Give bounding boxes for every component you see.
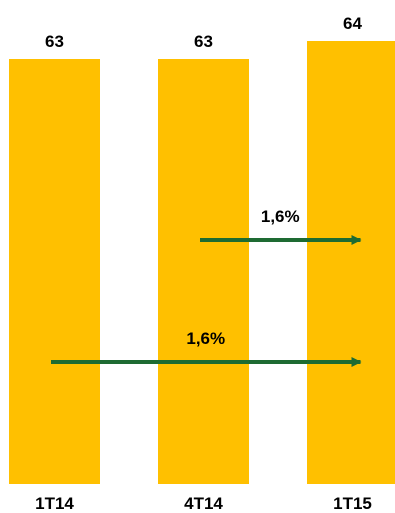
labels-layer: 63 1T14 63 4T14 64 1T15	[35, 14, 372, 513]
value-label-4T14: 63	[194, 32, 213, 51]
growth-label-4T14-1T15: 1,6%	[261, 207, 300, 226]
value-label-1T15: 64	[343, 14, 362, 33]
category-label-1T14: 1T14	[35, 494, 74, 513]
category-label-4T14: 4T14	[184, 494, 223, 513]
bar-1T14	[9, 59, 100, 484]
value-label-1T14: 63	[45, 32, 64, 51]
bar-1T15	[307, 41, 395, 484]
category-label-1T15: 1T15	[333, 494, 372, 513]
annotations-layer: 1,6% 1,6%	[51, 207, 362, 367]
bars-layer	[9, 41, 395, 484]
growth-label-1T14-1T15: 1,6%	[186, 329, 225, 348]
bar-4T14	[158, 59, 249, 484]
